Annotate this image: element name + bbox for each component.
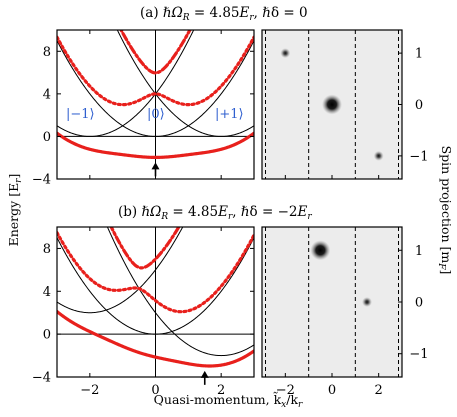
energy-tick-label: 0: [43, 130, 51, 145]
minimum-arrow-head: [200, 370, 209, 378]
energy-tick-label: −4: [32, 371, 51, 386]
momentum-tick-label: 2: [217, 383, 225, 398]
middle-dressed-band: [57, 231, 254, 314]
middle-dressed-band: [57, 35, 254, 107]
panel-b-title: (b) ℏΩR = 4.85Er, ℏδ = −2Er: [118, 204, 312, 222]
image-momentum-tick-label: −2: [276, 383, 295, 398]
atom-cloud-mF-1: [280, 48, 291, 59]
highest-dressed-band: [119, 30, 192, 75]
ket-label-plus1: |+1⟩: [215, 107, 244, 122]
spin-projection-axis-label: Spin projection [mF]: [436, 146, 454, 275]
energy-tick-label: 4: [43, 285, 51, 300]
atom-cloud-mF-1: [310, 240, 331, 261]
plot-area: [57, 227, 254, 377]
bare-parabola-1: [57, 40, 254, 137]
energy-tick-label: 8: [43, 45, 51, 60]
spin-tick-label: −1: [409, 347, 428, 362]
spin-tick-label: 0: [415, 98, 423, 113]
bare-parabola-2: [106, 227, 254, 357]
spin-tick-label: 1: [415, 244, 423, 259]
energy-tick-label: 4: [43, 87, 51, 102]
panel-a-band-plot: 8 4 0 −4: [32, 29, 255, 188]
bare-parabola-1: [57, 237, 254, 335]
ket-label-0: |0⟩: [147, 107, 165, 122]
atom-cloud-mF--1: [373, 150, 384, 161]
image-momentum-tick-label: 0: [328, 383, 336, 398]
lowest-dressed-band: [57, 309, 254, 368]
quasi-momentum-axis-label: Quasi-momentum, k̃x/kr: [154, 391, 303, 410]
plot-area: [57, 30, 254, 179]
image-background: [262, 227, 402, 377]
lowest-dressed-band: [57, 131, 254, 160]
ket-label-minus1: |−1⟩: [66, 107, 95, 122]
spin-tick-label: 1: [415, 47, 423, 62]
panel-b-band-plot: 8 4 0 −4: [32, 226, 255, 386]
panel-a-title: (a) ℏΩR = 4.85Er, ℏδ = 0: [140, 5, 308, 23]
spin-tick-label: −1: [409, 149, 428, 164]
image-momentum-tick-label: 2: [375, 383, 383, 398]
atom-cloud-mF-0: [322, 94, 342, 115]
energy-tick-label: 0: [43, 328, 51, 343]
highest-dressed-band: [109, 227, 181, 270]
panel-b-absorption-image: 1 0 −1: [261, 226, 429, 378]
atom-cloud-mF-0: [362, 297, 372, 307]
momentum-tick-label: 0: [151, 383, 159, 398]
minimum-arrow-head: [151, 162, 160, 170]
energy-tick-label: 8: [43, 242, 51, 257]
energy-axis-label: Energy [Er]: [6, 174, 24, 247]
spin-tick-label: 0: [415, 296, 423, 311]
bare-parabola-0: [57, 227, 184, 314]
momentum-tick-label: −2: [80, 383, 99, 398]
panel-a-absorption-image: 1 0 −1: [261, 29, 429, 180]
energy-tick-label: −4: [32, 173, 51, 188]
